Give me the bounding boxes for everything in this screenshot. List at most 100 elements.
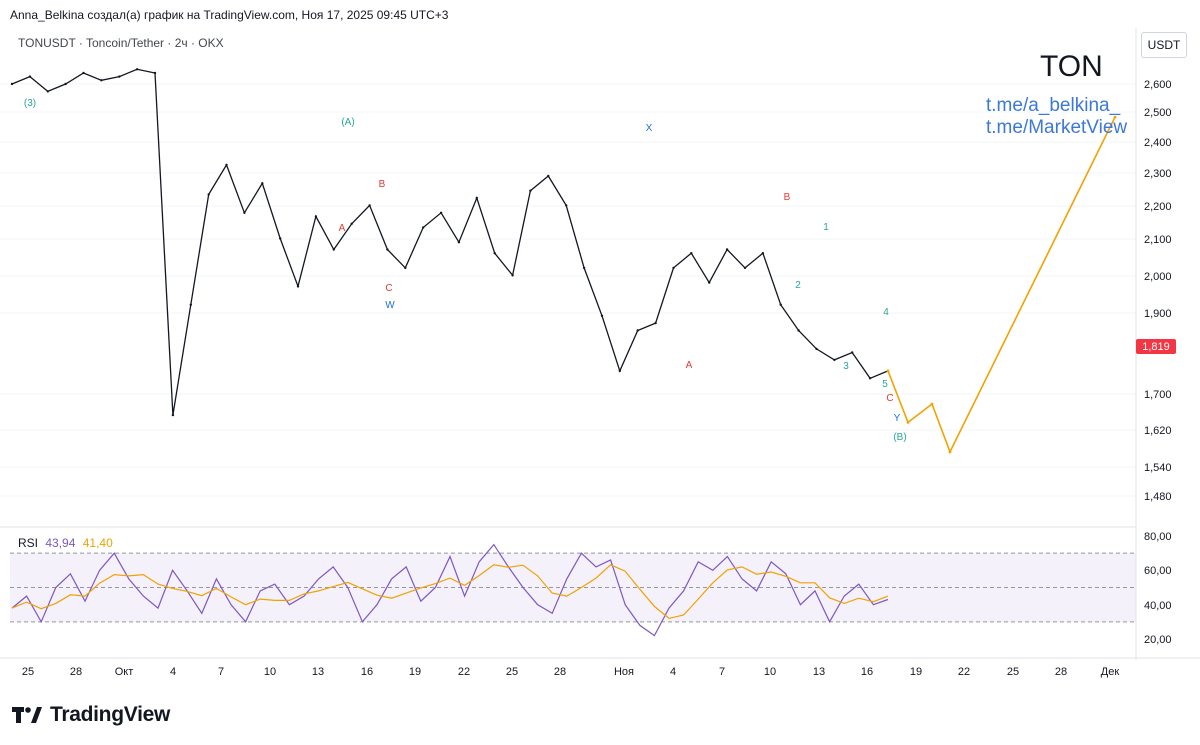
price-point	[690, 252, 693, 255]
price-point	[10, 82, 14, 86]
price-point	[868, 377, 872, 380]
time-tick-label: 10	[764, 666, 776, 678]
overlay-title: TON	[1040, 50, 1103, 83]
price-point	[28, 75, 32, 78]
wave-label: A	[339, 223, 346, 234]
price-point	[153, 71, 157, 75]
time-tick-label: 25	[506, 666, 518, 678]
price-point	[350, 222, 353, 225]
wave-label: (A)	[341, 117, 354, 128]
time-tick-label: Ноя	[614, 666, 634, 678]
price-point	[171, 413, 175, 417]
price-point	[761, 252, 765, 255]
projection-point	[1113, 115, 1117, 119]
current-price-tag: 1,819	[1136, 339, 1176, 354]
rsi-tick-label: 20,00	[1144, 634, 1172, 646]
rsi-ma-line	[11, 564, 889, 620]
rsi-ma-value: 41,40	[82, 536, 113, 550]
price-tick-label: 2,400	[1144, 137, 1172, 149]
wave-label: B	[784, 192, 791, 203]
tradingview-logo[interactable]: TradingView	[12, 703, 170, 727]
price-point	[725, 248, 729, 251]
price-point	[225, 163, 228, 167]
price-point	[439, 211, 443, 214]
projection-point	[930, 402, 934, 406]
price-point	[833, 358, 836, 362]
price-axis: 2,600 2,500 2,400 2,300 2,200 2,100 2,000 1,900…	[1144, 79, 1172, 503]
price-tick-label: 2,300	[1144, 168, 1172, 180]
wave-label: (B)	[893, 432, 906, 443]
wave-label: C	[385, 283, 392, 294]
price-point	[332, 248, 335, 251]
wave-label: A	[686, 360, 693, 371]
price-tick-label: 2,600	[1144, 79, 1172, 91]
price-tick-label: 1,540	[1144, 462, 1172, 474]
rsi-tick-label: 60,00	[1144, 565, 1172, 577]
price-point	[815, 347, 818, 351]
wave-label: W	[385, 300, 395, 311]
overlay-link[interactable]: t.me/MarketView	[986, 117, 1128, 138]
price-point	[64, 82, 67, 86]
price-point	[279, 237, 282, 240]
price-point	[636, 329, 639, 332]
time-tick-label: 13	[813, 666, 825, 678]
price-series-line	[11, 68, 889, 416]
price-point	[582, 266, 586, 270]
wave-label: 4	[883, 307, 889, 318]
time-tick-label: 28	[70, 666, 82, 678]
overlay-link[interactable]: t.me/a_belkina_	[986, 95, 1121, 116]
projection-line	[886, 115, 1117, 454]
price-point	[422, 226, 425, 229]
rsi-tick-label: 80,00	[1144, 531, 1172, 543]
price-point	[565, 204, 568, 207]
chart-attribution: Anna_Belkina создал(а) график на Trading…	[10, 8, 449, 22]
price-point	[314, 215, 318, 218]
price-point	[100, 79, 103, 82]
rsi-legend[interactable]: RSI 43,94 41,40	[18, 536, 113, 550]
price-line	[10, 68, 890, 417]
time-tick-label: 19	[409, 666, 421, 678]
price-point	[672, 266, 675, 270]
projection-point	[906, 421, 910, 424]
price-tick-label: 1,900	[1144, 308, 1172, 320]
time-tick-label: Дек	[1101, 666, 1120, 678]
price-point	[457, 241, 461, 244]
price-tick-label: 2,200	[1144, 201, 1172, 213]
price-point	[851, 351, 854, 354]
price-point	[207, 193, 210, 196]
price-point	[189, 303, 192, 306]
price-grid	[0, 83, 1136, 497]
price-point	[779, 303, 782, 306]
price-point	[743, 266, 747, 270]
time-tick-label: 16	[861, 666, 873, 678]
price-point	[404, 266, 407, 270]
time-tick-label: 22	[458, 666, 470, 678]
price-point	[511, 274, 514, 277]
time-tick-label: 25	[22, 666, 34, 678]
time-tick-label: 25	[1007, 666, 1019, 678]
projection-point	[886, 369, 890, 373]
price-point	[82, 71, 85, 75]
price-tick-label: 2,000	[1144, 271, 1172, 283]
price-tick-label: 1,480	[1144, 491, 1172, 503]
wave-label: 3	[843, 361, 849, 372]
wave-label: C	[886, 393, 893, 404]
price-point	[243, 211, 246, 214]
currency-selector[interactable]: USDT	[1141, 32, 1187, 58]
overlay-links[interactable]: t.me/a_belkina_ t.me/MarketView	[986, 95, 1138, 139]
time-tick-label: 22	[958, 666, 970, 678]
price-point	[296, 285, 300, 288]
price-tick-label: 1,620	[1144, 425, 1172, 437]
price-point	[618, 369, 621, 373]
time-tick-label: 4	[670, 666, 676, 678]
wave-label: (3)	[24, 98, 36, 109]
rsi-value: 43,94	[45, 536, 76, 550]
price-point	[547, 174, 550, 178]
wave-label: X	[646, 123, 653, 134]
price-point	[529, 189, 532, 192]
time-axis: 25 28 Окт 4 7 10 13 16 19 22 25 28 Ноя 4 7 10 13 16 19 22 25…	[22, 666, 1119, 678]
symbol-info[interactable]: TONUSDT · Toncoin/Tether · 2ч · OKX	[18, 36, 224, 50]
projection-series-line	[887, 116, 1116, 454]
time-tick-label: 13	[312, 666, 324, 678]
wave-label: 5	[882, 379, 888, 390]
